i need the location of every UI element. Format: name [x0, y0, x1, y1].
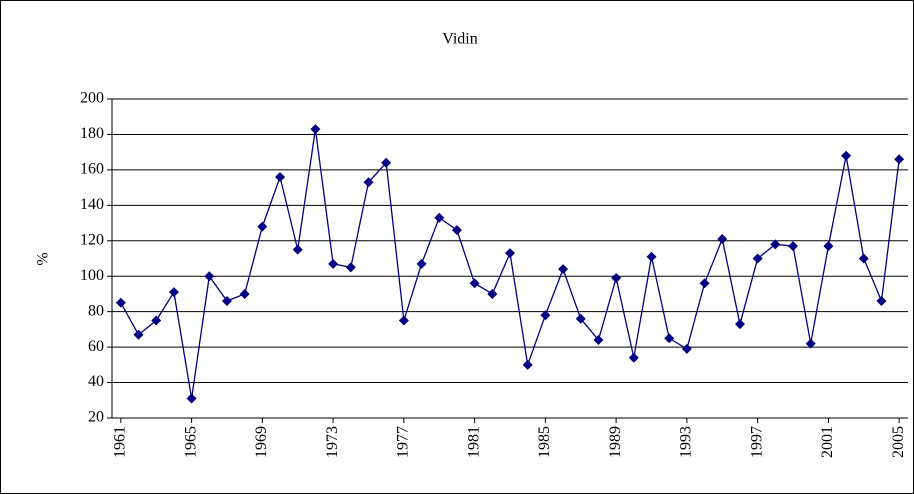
data-point	[788, 241, 799, 252]
data-point	[770, 239, 781, 250]
data-point	[186, 393, 197, 404]
data-point	[734, 319, 745, 330]
x-tick-label: 1989	[607, 426, 624, 458]
x-tick-label: 1985	[536, 426, 553, 458]
y-axis-label: %	[35, 252, 52, 265]
data-point	[469, 278, 480, 289]
x-tick-label: 1969	[253, 426, 270, 458]
y-tick-label: 200	[80, 90, 104, 107]
y-tick-label: 40	[88, 373, 104, 390]
data-point	[398, 315, 409, 326]
data-point	[681, 343, 692, 354]
data-point	[257, 221, 268, 232]
chart-title: Vidin	[442, 31, 477, 48]
data-point	[275, 171, 286, 182]
x-tick-label: 1981	[465, 426, 482, 458]
data-point	[168, 287, 179, 298]
data-point	[699, 278, 710, 289]
data-point	[752, 253, 763, 264]
data-point	[646, 251, 657, 262]
data-point	[204, 271, 215, 282]
data-point	[381, 157, 392, 168]
data-point	[611, 272, 622, 283]
data-point	[628, 352, 639, 363]
x-tick-label: 1961	[112, 426, 129, 458]
y-tick-label: 80	[88, 302, 104, 319]
x-tick-label: 1965	[182, 426, 199, 458]
x-tick-label: 2001	[819, 426, 836, 458]
data-point	[558, 264, 569, 275]
data-point	[575, 313, 586, 324]
y-tick-label: 180	[80, 125, 104, 142]
data-point	[416, 258, 427, 269]
y-tick-label: 140	[80, 196, 104, 213]
data-point	[717, 234, 728, 245]
data-point	[221, 296, 232, 307]
y-tick-label: 60	[88, 338, 104, 355]
y-tick-label: 160	[80, 161, 104, 178]
x-tick-label: 2005	[890, 426, 907, 458]
data-point	[133, 329, 144, 340]
data-point	[522, 359, 533, 370]
x-tick-label: 1993	[678, 426, 695, 458]
data-point	[505, 248, 515, 259]
data-point	[434, 212, 445, 223]
data-point	[115, 297, 126, 308]
y-tick-label: 100	[80, 267, 104, 284]
data-point	[540, 310, 551, 321]
x-tick-label: 1997	[748, 426, 765, 458]
data-point	[239, 288, 250, 299]
data-point	[823, 241, 834, 252]
data-point	[345, 262, 356, 273]
data-point	[593, 335, 604, 346]
data-point	[487, 288, 498, 299]
data-point	[805, 338, 816, 349]
data-point	[876, 296, 887, 307]
data-point	[292, 244, 303, 255]
data-point	[151, 315, 162, 326]
data-point	[310, 124, 321, 135]
y-tick-label: 120	[80, 231, 104, 248]
data-point	[841, 150, 852, 161]
data-point	[894, 154, 905, 165]
data-point	[664, 333, 675, 344]
y-tick-label: 20	[88, 409, 104, 426]
data-point	[858, 253, 869, 264]
x-tick-label: 1973	[324, 426, 341, 458]
data-point	[328, 258, 339, 269]
data-point	[451, 225, 462, 236]
data-point	[363, 177, 374, 188]
x-tick-label: 1977	[395, 426, 412, 458]
